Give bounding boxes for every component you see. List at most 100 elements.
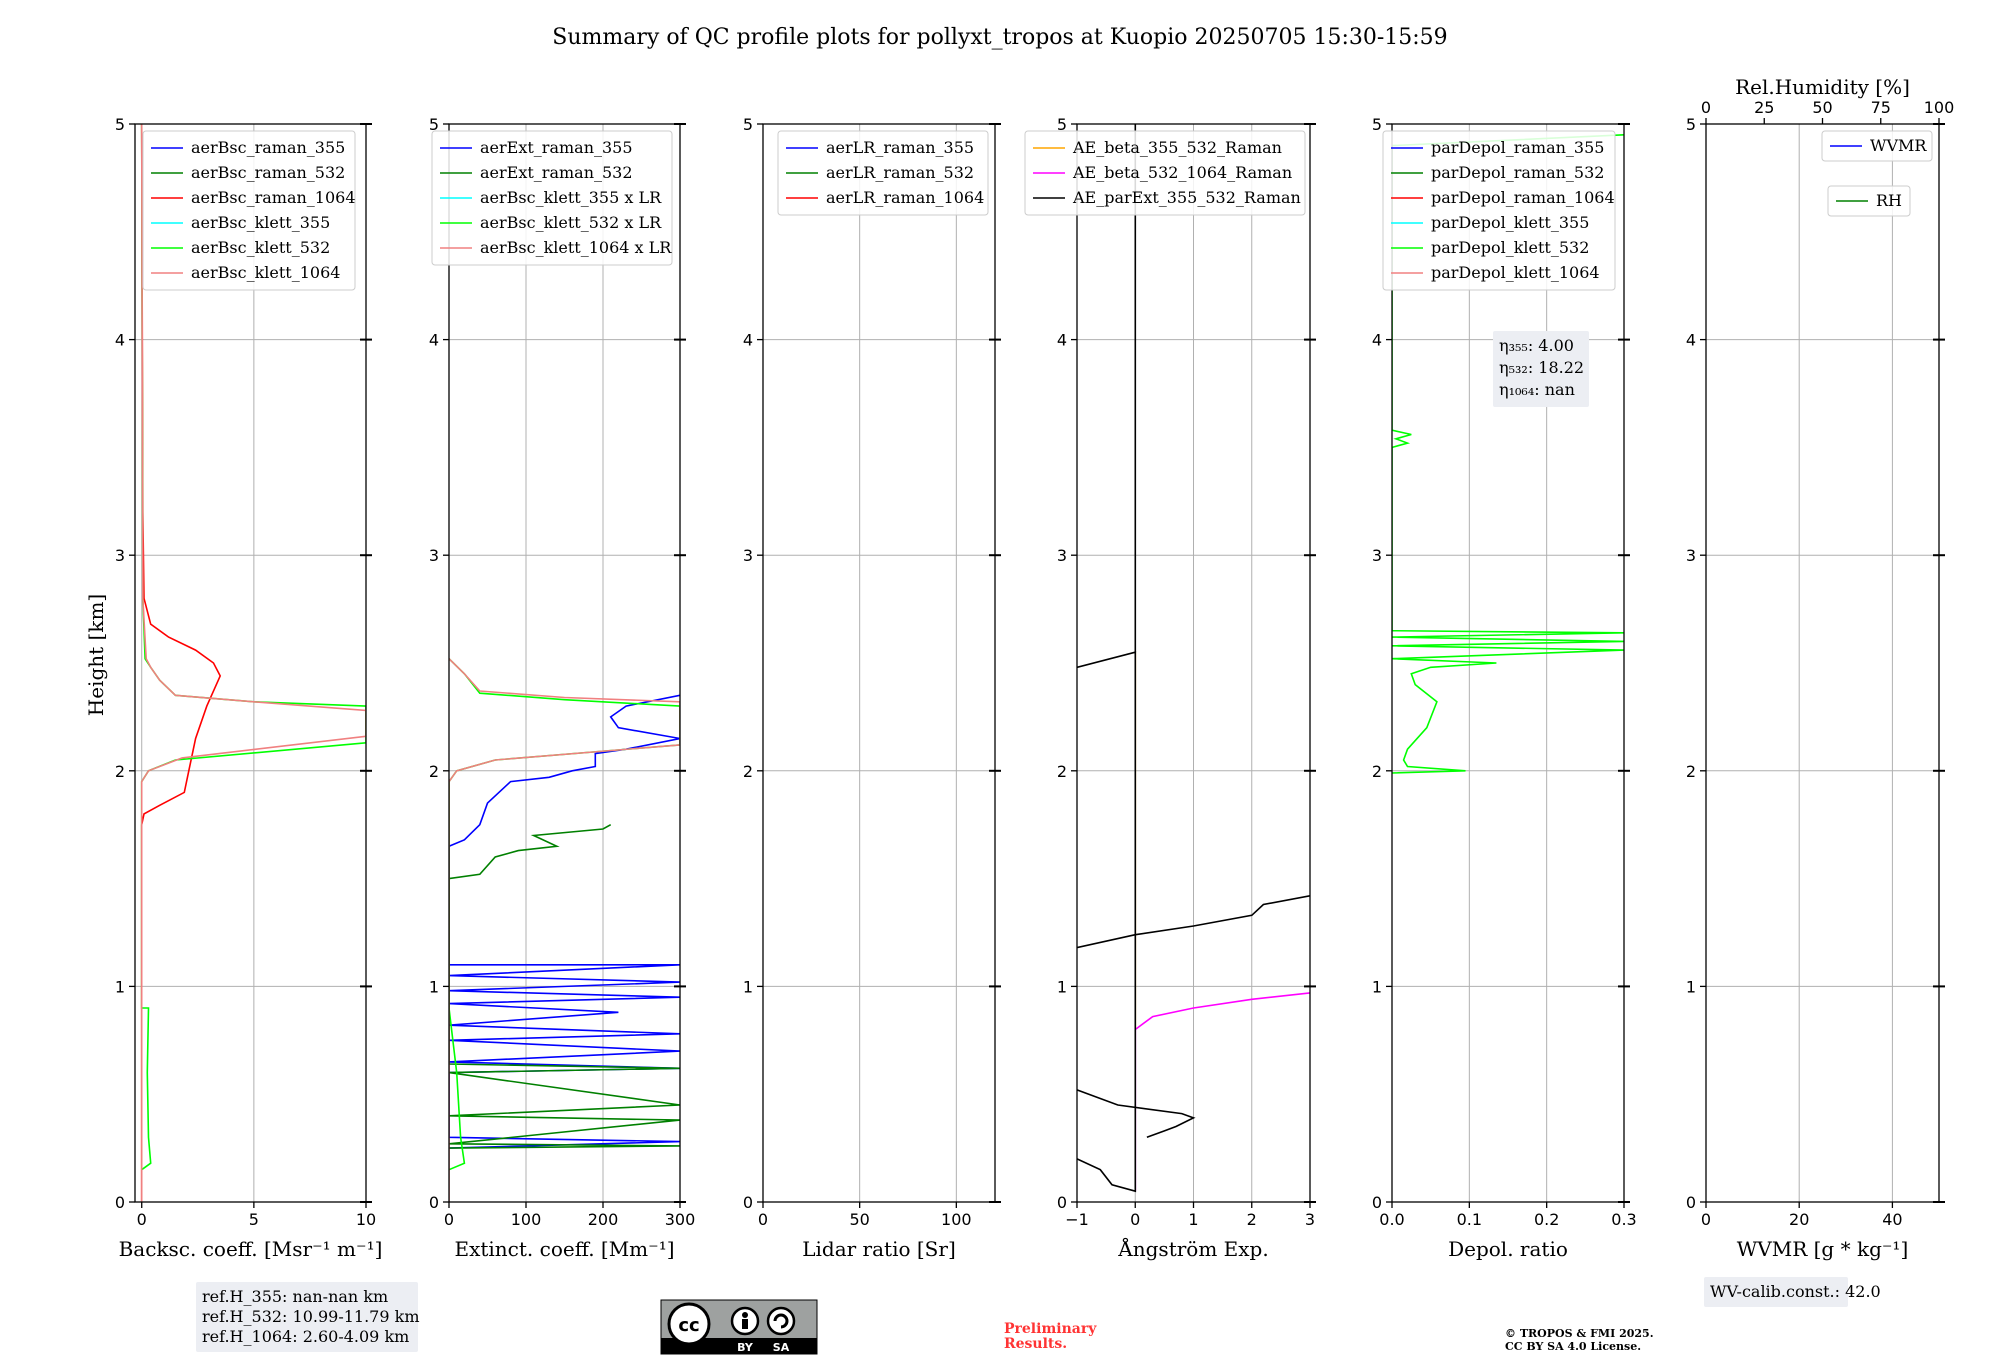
top-tick-label: 50 [1812,98,1832,117]
panel-bsc: 0 5 10 0 1 2 3 4 5 Backsc. coeff. [Msr⁻¹ m⁻¹] aerB… [115,115,420,1352]
y-tick-label: 4 [1372,331,1382,350]
axes-frame [1391,123,1625,1203]
y-tick-label: 4 [1057,331,1067,350]
y-tick-label: 1 [1057,977,1067,996]
series-line-AE_beta_532_1064_Raman [1134,992,1310,1192]
legend-label: aerBsc_klett_355 [191,213,330,232]
y-tick-label: 2 [1686,762,1696,781]
y-tick-label: 2 [429,762,439,781]
legend-label: aerLR_raman_532 [826,163,974,182]
y-tick-label: 0 [115,1193,125,1212]
series-line-parDepol_klett_532 [1392,134,1624,774]
legend-box [777,130,989,216]
legend-label: aerBsc_klett_1064 [191,263,340,282]
y-tick-label: 1 [115,977,125,996]
legend-label: AE_beta_532_1064_Raman [1072,163,1292,182]
info-line: ref.H_532: 10.99-11.79 km [202,1307,420,1326]
panel-lr: 0 50 100 0 1 2 3 4 5 Lidar ratio [Sr] aerLR_raman_… [743,115,1001,1261]
x-tick-label: 0 [137,1210,147,1229]
series-line-aux-4 [1077,895,1310,949]
series-line-aerBsc_raman_1064 [140,124,222,1202]
y-tick-label: 3 [743,546,753,565]
x-tick-label: 50 [849,1210,869,1229]
y-tick-label: 4 [429,331,439,350]
info-line: η₅₃₂: 18.22 [1499,358,1584,377]
x-tick-label: 5 [249,1210,259,1229]
legend-label: aerExt_raman_355 [480,138,633,157]
top-tick-label: 0 [1701,98,1711,117]
y-tick-label: 5 [429,115,439,134]
legend-box [1821,130,1933,162]
y-tick-label: 1 [1686,977,1696,996]
x-tick-label: 200 [588,1210,619,1229]
y-tick-label: 3 [1686,546,1696,565]
x-axis-label: Lidar ratio [Sr] [802,1237,956,1261]
legend-label: aerBsc_klett_532 [191,238,330,257]
x-tick-label: 0.2 [1534,1210,1559,1229]
series-line-aerExt_raman_532 [449,824,680,1149]
y-tick-label: 2 [743,762,753,781]
cc-logo-icon [667,1302,711,1346]
info-line: ref.H_1064: 2.60-4.09 km [202,1327,409,1346]
info-line: ref.H_355: nan-nan km [202,1287,388,1306]
y-tick-label: 2 [1372,762,1382,781]
y-tick-label: 0 [1686,1193,1696,1212]
y-tick-label: 2 [115,762,125,781]
x-tick-label: 0.1 [1457,1210,1482,1229]
x-tick-label: 3 [1305,1210,1315,1229]
y-tick-label: 4 [115,331,125,350]
legend-label: aerBsc_raman_532 [191,163,345,182]
license-by-label: BY [737,1341,754,1354]
y-tick-label: 5 [1686,115,1696,134]
x-tick-label: 10 [356,1210,376,1229]
x-tick-label: 1 [1188,1210,1198,1229]
series-line-aerBsc_klett_532 x LR [449,658,680,1171]
legend-label: aerBsc_raman_355 [191,138,345,157]
y-tick-label: 5 [743,115,753,134]
info-box [1493,331,1589,407]
y-tick-label: 3 [1372,546,1382,565]
x-tick-label: 20 [1789,1210,1809,1229]
legend-label: parDepol_klett_532 [1431,238,1589,257]
panel-wv: 0 20 40 0 1 2 3 4 5 WVMR [g * kg⁻¹] 0 25 50 75 100 Rel.… [1686,75,1954,1307]
y-tick-label: 1 [1372,977,1382,996]
y-tick-label: 0 [429,1193,439,1212]
top-tick-label: 75 [1871,98,1891,117]
y-tick-label: 1 [743,977,753,996]
x-tick-label: 0 [444,1210,454,1229]
copyright-line-2: CC BY SA 4.0 License. [1505,1340,1641,1353]
legend-label: aerLR_raman_355 [826,138,974,157]
legend-box [431,130,673,266]
x-tick-label: 100 [511,1210,542,1229]
y-tick-label: 5 [1057,115,1067,134]
x-tick-label: 40 [1882,1210,1902,1229]
legend-box [1024,130,1306,216]
legend-label: aerBsc_klett_532 x LR [480,213,662,232]
x-tick-label: 300 [665,1210,696,1229]
info-line: η₃₅₅: 4.00 [1499,336,1574,355]
legend-label: parDepol_klett_1064 [1431,263,1600,282]
y-tick-label: 0 [743,1193,753,1212]
legend-label: AE_beta_355_532_Raman [1072,138,1282,157]
top-tick-label: 100 [1924,98,1955,117]
preliminary-line-1: Preliminary [1004,1321,1097,1337]
legend-label: RH [1876,191,1902,210]
y-tick-label: 2 [1057,762,1067,781]
legend-box [142,130,356,291]
x-tick-label: 100 [941,1210,972,1229]
cc-logo-text: cc [678,1315,699,1336]
y-tick-label: 5 [1372,115,1382,134]
y-tick-label: 4 [743,331,753,350]
x-axis-label: Depol. ratio [1448,1237,1568,1261]
series-line-aux-3 [1077,1089,1196,1139]
legend-box [1382,130,1616,291]
legend-label: AE_parExt_355_532_Raman [1072,188,1301,207]
series-line-AE_parExt_355_532_Raman [1077,651,1137,1193]
x-tick-label: 0 [758,1210,768,1229]
legend-label: aerLR_raman_1064 [826,188,984,207]
license-sa-label: SA [773,1341,790,1354]
legend-box [1827,185,1911,217]
x-axis-label: WVMR [g * kg⁻¹] [1737,1237,1909,1261]
